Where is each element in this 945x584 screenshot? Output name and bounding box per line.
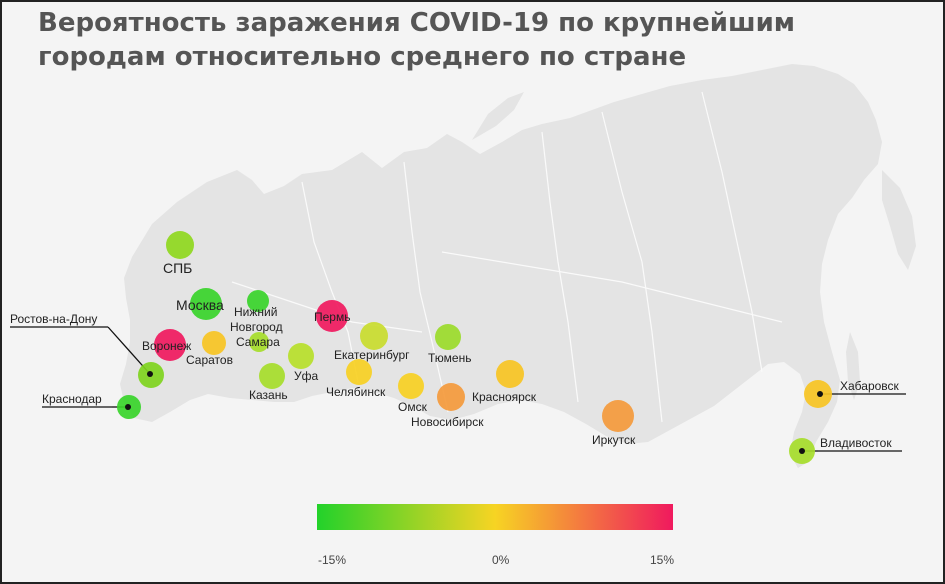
city-markers [117, 231, 832, 464]
khabarovsk-dot [817, 391, 823, 397]
city-marker-moscow[interactable] [190, 288, 222, 320]
city-marker-kazan[interactable] [259, 363, 285, 389]
city-marker-nizhny-novgorod[interactable] [247, 290, 269, 312]
city-label-tyumen: Тюмень [428, 351, 471, 365]
city-marker-chelyabinsk[interactable] [346, 359, 372, 385]
city-marker-omsk[interactable] [398, 373, 424, 399]
city-marker-perm[interactable] [316, 300, 348, 332]
city-label-moscow: Москва [176, 297, 224, 313]
city-marker-saratov[interactable] [202, 331, 226, 355]
city-labels: СПБ Москва Нижний Новгород Пермь Воронеж… [10, 260, 900, 450]
city-marker-novosibirsk[interactable] [437, 383, 465, 411]
city-label-krasnodar: Краснодар [42, 392, 102, 406]
city-marker-ufa[interactable] [288, 343, 314, 369]
color-legend: -15% 0% 15% [317, 504, 674, 567]
city-label-perm: Пермь [314, 310, 350, 324]
city-label-khabarovsk: Хабаровск [840, 379, 900, 393]
legend-gradient-bar [317, 504, 673, 530]
city-label-kazan: Казань [249, 388, 288, 402]
city-marker-voronezh[interactable] [154, 329, 186, 361]
legend-label-max: 15% [650, 553, 674, 567]
krasnodar-dot [125, 404, 131, 410]
legend-label-min: -15% [318, 553, 346, 567]
kamchatka-region [882, 170, 916, 270]
city-label-ufa: Уфа [294, 369, 318, 383]
city-label-ekaterinburg: Екатеринбург [334, 348, 410, 362]
vladivostok-dot [799, 448, 805, 454]
city-marker-samara[interactable] [249, 332, 269, 352]
city-marker-ekaterinburg[interactable] [360, 322, 388, 350]
city-label-saratov: Саратов [186, 353, 233, 367]
russia-landmass [120, 64, 882, 468]
city-marker-krasnoyarsk[interactable] [496, 360, 524, 388]
sakhalin-island [846, 332, 860, 400]
city-label-krasnoyarsk: Красноярск [472, 390, 537, 404]
city-label-vladivostok: Владивосток [820, 436, 892, 450]
city-label-chelyabinsk: Челябинск [326, 385, 386, 399]
title-line-1: Вероятность заражения COVID-19 по крупне… [38, 8, 796, 38]
city-label-spb: СПБ [163, 260, 192, 276]
city-label-irkutsk: Иркутск [592, 433, 636, 447]
legend-label-mid: 0% [492, 553, 510, 567]
title-line-2: городам относительно среднего по стране [38, 42, 687, 72]
map-title: Вероятность заражения COVID-19 по крупне… [38, 6, 918, 74]
city-label-voronezh: Воронеж [142, 339, 191, 353]
rostov-dot [147, 371, 153, 377]
city-marker-tyumen[interactable] [435, 324, 461, 350]
leader-dots [125, 371, 823, 454]
city-label-samara: Самара [236, 335, 280, 349]
city-label-nizhny-1: Нижний [234, 305, 277, 319]
city-label-novosibirsk: Новосибирск [411, 415, 484, 429]
city-label-nizhny-2: Новгород [230, 320, 283, 334]
city-marker-irkutsk[interactable] [602, 400, 634, 432]
city-label-omsk: Омск [398, 400, 428, 414]
novaya-zemlya-island [472, 92, 524, 140]
city-label-rostov: Ростов-на-Дону [10, 312, 97, 326]
city-marker-spb[interactable] [166, 231, 194, 259]
